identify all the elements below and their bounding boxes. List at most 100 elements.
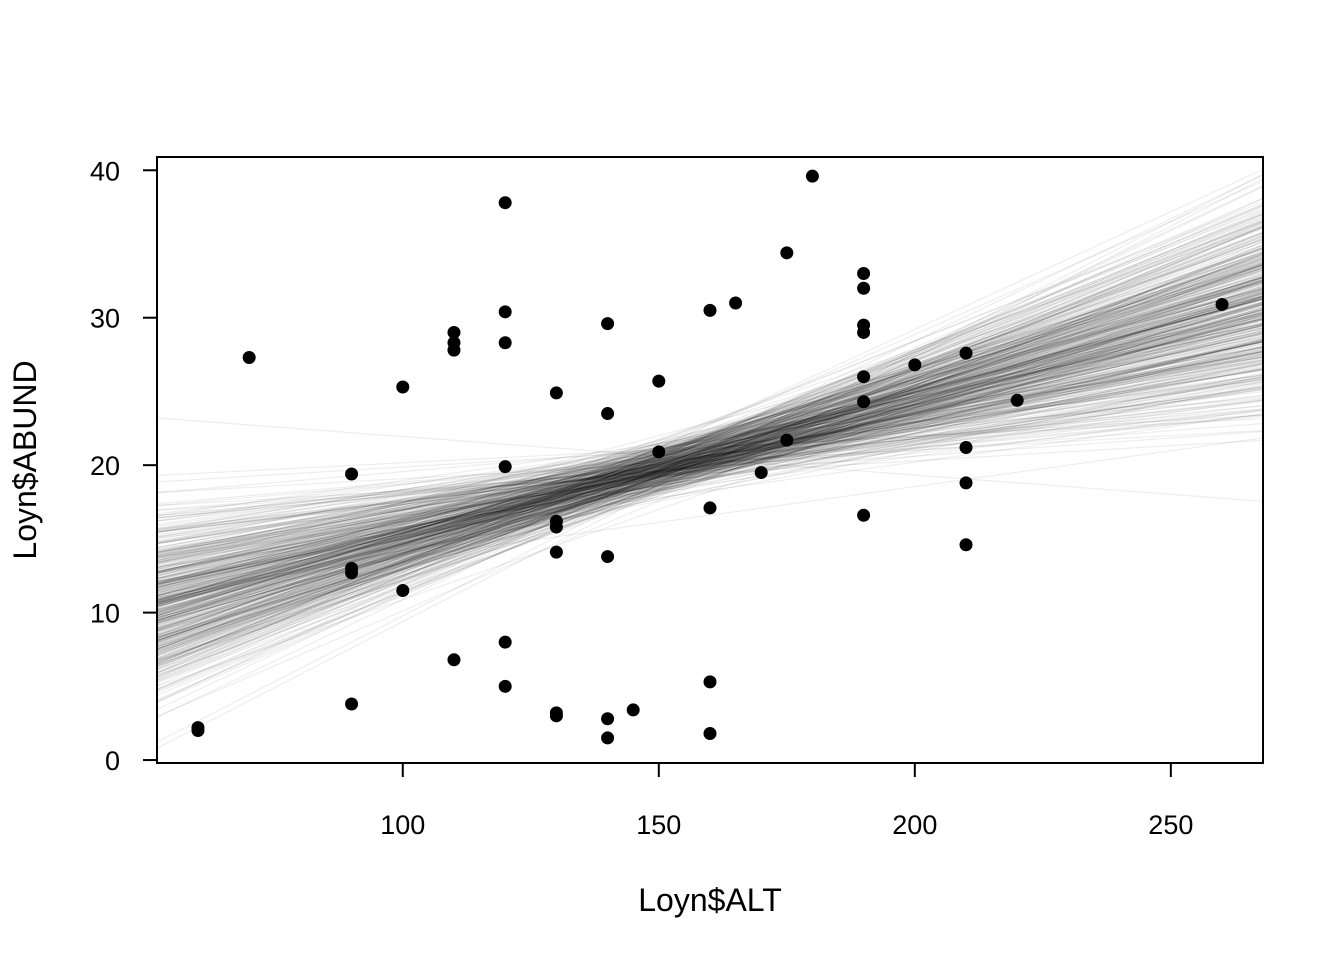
data-point	[498, 305, 512, 319]
posterior-line	[157, 378, 1263, 557]
posterior-line	[157, 308, 1263, 627]
posterior-line	[157, 341, 1263, 574]
posterior-line	[157, 362, 1263, 604]
posterior-line	[157, 276, 1263, 622]
posterior-line	[157, 285, 1263, 642]
posterior-line	[157, 422, 1263, 511]
posterior-line	[157, 234, 1263, 659]
data-point	[498, 460, 512, 474]
posterior-line	[157, 259, 1263, 648]
posterior-line	[157, 339, 1263, 618]
posterior-line	[157, 174, 1263, 703]
posterior-line	[157, 318, 1263, 599]
x-tick-label: 150	[636, 810, 681, 840]
posterior-line	[157, 297, 1263, 601]
data-point	[780, 246, 794, 260]
posterior-line	[157, 429, 1263, 494]
posterior-line	[157, 311, 1263, 623]
posterior-line	[157, 336, 1263, 543]
posterior-line	[157, 439, 1263, 507]
posterior-line	[157, 351, 1263, 579]
posterior-line	[157, 325, 1263, 554]
posterior-line	[157, 350, 1263, 569]
posterior-line	[157, 313, 1263, 553]
posterior-line	[157, 205, 1263, 665]
posterior-line	[157, 329, 1263, 598]
posterior-line	[157, 336, 1263, 554]
posterior-line	[157, 368, 1263, 562]
posterior-line	[157, 298, 1263, 589]
posterior-line	[157, 295, 1263, 602]
posterior-line	[157, 303, 1263, 625]
posterior-line	[157, 317, 1263, 608]
posterior-line	[157, 340, 1263, 600]
posterior-line	[157, 356, 1263, 554]
data-point	[447, 653, 461, 667]
posterior-line	[157, 365, 1263, 564]
posterior-line	[157, 356, 1263, 533]
posterior-line	[157, 313, 1263, 597]
posterior-line	[157, 353, 1263, 582]
posterior-line	[157, 261, 1263, 613]
posterior-line	[157, 279, 1263, 661]
y-tick-label: 30	[90, 304, 120, 334]
posterior-line	[157, 324, 1263, 606]
data-point	[601, 317, 615, 331]
posterior-line	[157, 346, 1263, 564]
posterior-line	[157, 313, 1263, 610]
posterior-line	[157, 258, 1263, 634]
data-point	[1215, 297, 1229, 311]
posterior-line	[157, 282, 1263, 662]
posterior-line	[157, 368, 1263, 550]
data-point	[805, 169, 819, 183]
posterior-line	[157, 257, 1263, 676]
posterior-line	[157, 346, 1263, 549]
posterior-line	[157, 264, 1263, 648]
posterior-line	[157, 283, 1263, 614]
posterior-line	[157, 258, 1263, 622]
posterior-line	[157, 289, 1263, 626]
data-point	[652, 374, 666, 388]
posterior-line	[157, 294, 1263, 629]
posterior-line	[157, 333, 1263, 586]
posterior-line	[157, 215, 1263, 682]
posterior-line	[157, 399, 1263, 522]
posterior-line	[157, 323, 1263, 544]
posterior-line	[157, 332, 1263, 590]
posterior-line	[157, 345, 1263, 558]
posterior-line	[157, 363, 1263, 552]
posterior-line	[157, 244, 1263, 693]
posterior-line	[157, 345, 1263, 603]
posterior-line	[157, 265, 1263, 638]
posterior-line	[157, 252, 1263, 623]
posterior-line	[157, 339, 1263, 574]
posterior-line	[157, 263, 1263, 670]
posterior-line	[157, 430, 1263, 512]
posterior-line	[157, 254, 1263, 663]
posterior-line	[157, 363, 1263, 566]
posterior-line	[157, 355, 1263, 555]
posterior-line	[157, 298, 1263, 597]
posterior-line	[157, 247, 1263, 663]
posterior-line	[157, 292, 1263, 646]
posterior-line	[157, 279, 1263, 614]
posterior-line	[157, 350, 1263, 563]
posterior-line	[157, 292, 1263, 606]
posterior-line	[157, 308, 1263, 612]
posterior-line	[157, 247, 1263, 636]
posterior-line	[157, 312, 1263, 643]
posterior-line	[157, 298, 1263, 595]
posterior-line	[157, 341, 1263, 603]
posterior-line	[157, 266, 1263, 641]
posterior-line	[157, 306, 1263, 580]
posterior-line	[157, 330, 1263, 558]
posterior-line	[157, 314, 1263, 632]
data-point	[191, 721, 205, 735]
y-tick-label: 40	[90, 156, 120, 186]
posterior-line	[157, 323, 1263, 556]
y-axis-ticks: 0 10 20 30 40	[90, 156, 157, 776]
posterior-line	[157, 380, 1263, 583]
posterior-line	[157, 351, 1263, 561]
posterior-line	[157, 285, 1263, 641]
posterior-line	[157, 271, 1263, 643]
